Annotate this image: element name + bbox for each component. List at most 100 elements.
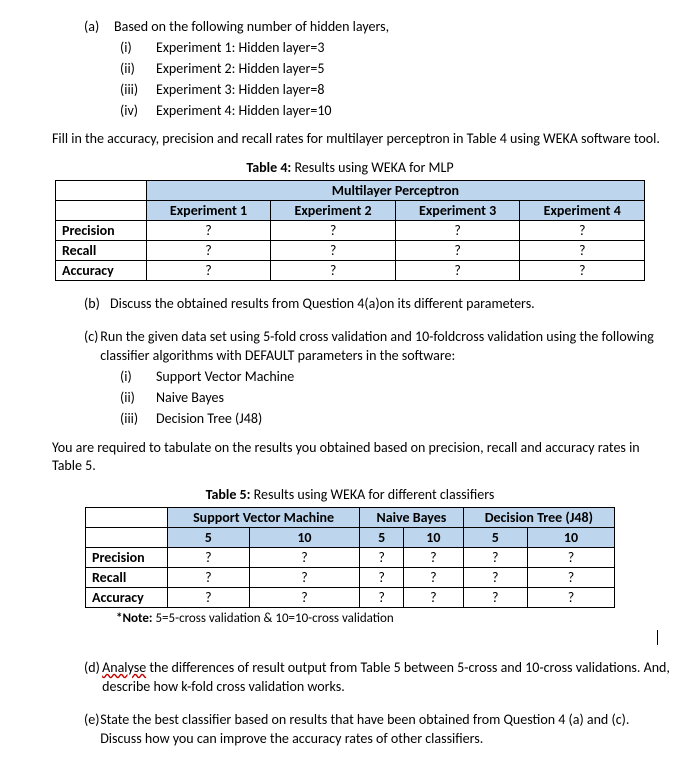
section-a-heading: (a) Based on the following number of hid… [84,18,670,37]
section-b-tag: (b) [84,295,110,314]
table-cell: ? [167,588,249,608]
item-text: Experiment 4: Hidden layer=10 [156,102,332,121]
table-cell: ? [360,588,404,608]
section-a-follow: Fill in the accuracy, precision and reca… [52,130,670,149]
list-item: (ii)Experiment 2: Hidden layer=5 [120,60,670,79]
section-a-list: (i)Experiment 1: Hidden layer=3 (ii)Expe… [120,39,670,121]
table-cell: ? [395,221,520,241]
table-cell: ? [395,261,520,281]
table-cell: ? [249,588,360,608]
table-cell: ? [146,241,271,261]
item-num: (i) [120,368,156,387]
table5-fold-header: 5 [360,528,404,548]
table-cell: ? [463,568,527,588]
table4-row-label: Recall [56,241,147,261]
section-c: (c) Run the given data set using 5-fold … [84,328,670,366]
table-cell: ? [249,568,360,588]
table5-classifier-header: Decision Tree (J48) [463,508,614,528]
table4: Multilayer Perceptron Experiment 1 Exper… [55,180,645,281]
table-cell: ? [360,548,404,568]
table-cell: ? [404,548,463,568]
table5-note-bold: *Note: [116,611,153,626]
table-cell: ? [404,588,463,608]
table4-caption-bold: Table 4: [246,159,291,176]
table-cell: ? [527,588,614,608]
section-b: (b) Discuss the obtained results from Qu… [84,295,670,314]
table5-row-label: Precision [86,548,168,568]
table-cell: ? [271,221,396,241]
table-cell: ? [146,261,271,281]
section-e: (e) State the best classifier based on r… [84,711,670,749]
table-cell: ? [527,568,614,588]
item-num: (ii) [120,389,156,408]
table-cell: ? [520,241,645,261]
table5-caption: Table 5: Results using WEKA for differen… [30,486,670,505]
section-a-tag: (a) [84,18,114,37]
table5-fold-header: 10 [527,528,614,548]
section-e-text: State the best classifier based on resul… [100,711,670,749]
table5-note-rest: 5=5-cross validation & 10=10-cross valid… [153,611,394,626]
item-text: Experiment 2: Hidden layer=5 [156,60,324,79]
item-text: Experiment 3: Hidden layer=8 [156,81,324,100]
table4-col-header: Experiment 1 [146,201,271,221]
section-d: (d) Analyse the differences of result ou… [84,659,670,697]
section-c-tag: (c) [84,328,100,366]
list-item: (ii)Naive Bayes [120,389,670,408]
table-cell: ? [404,568,463,588]
table5-fold-header: 5 [463,528,527,548]
table-cell: ? [395,241,520,261]
list-item: (iii)Decision Tree (J48) [120,410,670,429]
table-cell: ? [271,261,396,281]
table4-col-header: Experiment 3 [395,201,520,221]
table5-classifier-header: Naive Bayes [360,508,463,528]
item-num: (ii) [120,60,156,79]
table-cell: ? [520,221,645,241]
table4-caption-rest: Results using WEKA for MLP [291,159,453,176]
table-cell: ? [249,548,360,568]
section-c-follow: You are required to tabulate on the resu… [52,439,670,477]
table-cell: ? [167,568,249,588]
section-d-text: Analyse the differences of result output… [102,659,670,697]
table4-top-header: Multilayer Perceptron [146,181,644,201]
section-a-text: Based on the following number of hidden … [114,18,389,37]
table-cell: ? [271,241,396,261]
list-item: (iii)Experiment 3: Hidden layer=8 [120,81,670,100]
item-text: Support Vector Machine [156,368,294,387]
item-text: Decision Tree (J48) [156,410,262,429]
item-text: Experiment 1: Hidden layer=3 [156,39,324,58]
table5: Support Vector Machine Naive Bayes Decis… [85,507,615,608]
section-d-rest: the differences of result output from Ta… [102,659,670,695]
item-text: Naive Bayes [156,389,224,408]
section-d-tag: (d) [84,659,102,697]
table-cell: ? [527,548,614,568]
section-c-list: (i)Support Vector Machine (ii)Naive Baye… [120,368,670,429]
table-cell: ? [167,548,249,568]
table5-fold-header: 10 [404,528,463,548]
item-num: (iii) [120,81,156,100]
table5-row-label: Recall [86,568,168,588]
section-b-text: Discuss the obtained results from Questi… [110,295,535,314]
section-a: (a) Based on the following number of hid… [84,18,670,37]
table5-fold-header: 5 [167,528,249,548]
item-num: (iii) [120,410,156,429]
table5-caption-rest: Results using WEKA for different classif… [251,486,495,503]
spellcheck-word: Analyse [102,659,146,676]
table-cell: ? [146,221,271,241]
section-c-text: Run the given data set using 5-fold cros… [100,328,670,366]
list-item: (i)Experiment 1: Hidden layer=3 [120,39,670,58]
table5-row-label: Accuracy [86,588,168,608]
table4-caption: Table 4: Results using WEKA for MLP [30,159,670,178]
table5-fold-header: 10 [249,528,360,548]
text-cursor [657,630,658,645]
list-item: (i)Support Vector Machine [120,368,670,387]
table-cell: ? [463,588,527,608]
table5-note: *Note: 5=5-cross validation & 10=10-cros… [116,610,670,628]
list-item: (iv)Experiment 4: Hidden layer=10 [120,102,670,121]
table-cell: ? [520,261,645,281]
table4-col-header: Experiment 4 [520,201,645,221]
item-num: (iv) [120,102,156,121]
table-cell: ? [360,568,404,588]
table5-classifier-header: Support Vector Machine [167,508,359,528]
table5-caption-bold: Table 5: [206,486,251,503]
table4-col-header: Experiment 2 [271,201,396,221]
